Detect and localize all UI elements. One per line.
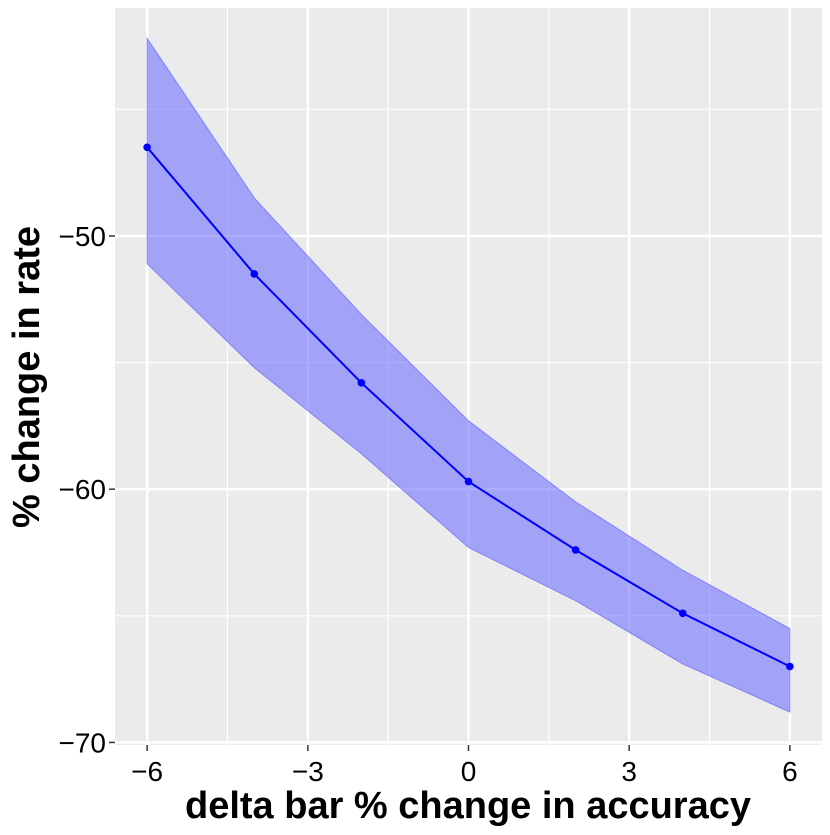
data-point bbox=[571, 546, 580, 554]
y-axis-title: % change in rate bbox=[6, 226, 48, 528]
data-point bbox=[143, 143, 151, 152]
y-tick-label: −70 bbox=[59, 727, 107, 758]
x-tick-label: −3 bbox=[292, 756, 324, 787]
confidence-band bbox=[146, 36, 791, 713]
x-tick-label: −6 bbox=[131, 756, 163, 787]
series-points-layer bbox=[143, 143, 794, 671]
y-tick-label: −50 bbox=[59, 221, 107, 252]
confidence-band-layer bbox=[146, 36, 791, 713]
data-point bbox=[464, 477, 473, 486]
x-tick-label: 0 bbox=[461, 756, 477, 787]
y-tick-label: −60 bbox=[59, 474, 107, 505]
x-axis-title: delta bar % change in accuracy bbox=[185, 785, 751, 827]
data-point bbox=[786, 662, 794, 671]
data-point bbox=[250, 270, 259, 278]
x-axis-ticks: −6 −3 0 3 6 bbox=[131, 745, 798, 787]
data-point bbox=[678, 609, 687, 618]
x-tick-label: 3 bbox=[621, 756, 637, 787]
x-tick-label: 6 bbox=[782, 756, 798, 787]
y-axis-ticks: −70 −60 −50 bbox=[59, 221, 115, 758]
data-point bbox=[357, 379, 366, 387]
